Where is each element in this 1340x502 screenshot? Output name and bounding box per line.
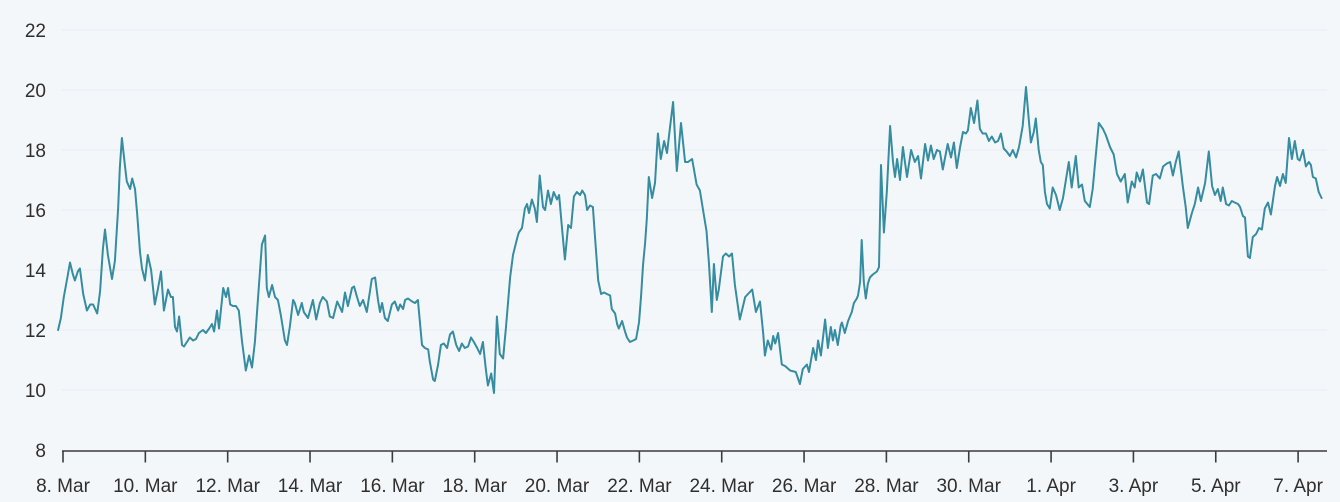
y-axis-label: 14 bbox=[25, 261, 47, 282]
x-axis-label: 18. Mar bbox=[442, 476, 507, 497]
x-axis-label: 16. Mar bbox=[360, 476, 425, 497]
y-axis-label: 16 bbox=[25, 201, 46, 222]
x-axis-label: 8. Mar bbox=[36, 476, 91, 497]
x-axis-label: 1. Apr bbox=[1026, 476, 1076, 497]
x-axis-label: 3. Apr bbox=[1109, 476, 1159, 497]
x-axis-label: 22. Mar bbox=[607, 476, 672, 497]
x-axis-label: 20. Mar bbox=[525, 476, 590, 497]
x-axis-label: 12. Mar bbox=[195, 476, 260, 497]
series-line[interactable] bbox=[57, 86, 1323, 394]
x-axis-label: 5. Apr bbox=[1191, 476, 1241, 497]
y-axis-label: 12 bbox=[25, 321, 46, 342]
y-axis-label: 18 bbox=[25, 141, 46, 162]
x-axis-label: 14. Mar bbox=[278, 476, 343, 497]
x-axis-label: 28. Mar bbox=[854, 476, 919, 497]
y-axis-label: 8 bbox=[35, 441, 46, 462]
x-axis-label: 26. Mar bbox=[772, 476, 837, 497]
x-axis-label: 24. Mar bbox=[689, 476, 754, 497]
x-axis bbox=[62, 450, 1327, 463]
x-axis-label: 7. Apr bbox=[1273, 476, 1323, 497]
y-axis-label: 10 bbox=[25, 381, 46, 402]
x-axis-labels: 8. Mar 10. Mar 12. Mar 14. Mar 16. Mar 18. Ma… bbox=[36, 476, 1324, 497]
y-axis-label: 20 bbox=[25, 81, 46, 102]
gridlines bbox=[62, 29, 1327, 391]
y-axis-labels: 8 10 12 14 16 18 20 22 bbox=[25, 21, 47, 462]
x-axis-label: 10. Mar bbox=[113, 476, 178, 497]
y-axis-label: 22 bbox=[25, 21, 46, 42]
x-axis-label: 30. Mar bbox=[936, 476, 1001, 497]
